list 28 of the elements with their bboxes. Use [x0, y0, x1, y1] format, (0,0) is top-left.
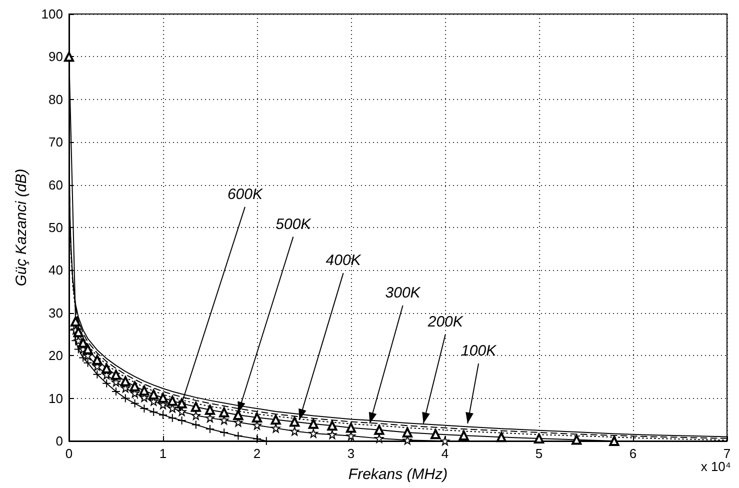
y-tick-label: 60 [48, 177, 63, 192]
y-axis-title: Güç Kazanci (dB) [13, 168, 30, 286]
x-tick-label: 5 [535, 446, 543, 461]
y-tick-label: 0 [56, 434, 63, 448]
y-tick-label: 80 [48, 92, 63, 107]
annotation: 600K [227, 186, 264, 203]
y-tick-label: 90 [48, 49, 63, 64]
y-tick-label: 50 [48, 220, 63, 235]
x-tick-label: 2 [253, 446, 261, 461]
x-tick-label: 7 [723, 446, 731, 461]
y-tick-label: 70 [48, 134, 63, 150]
annotation: 300K [385, 284, 422, 302]
x-tick-label: 3 [347, 446, 355, 461]
x-tick-label: 6 [629, 446, 637, 461]
x-tick-label: 0 [65, 446, 73, 461]
annotation: 500K [276, 216, 312, 233]
x-tick-label: 4 [441, 446, 449, 461]
y-tick-label: 30 [48, 305, 63, 320]
x-tick-label: 1 [159, 446, 167, 461]
x-axis-title: Frekans (MHz) [348, 466, 448, 483]
y-tick-label: 40 [48, 262, 63, 278]
text: x 10⁴ [700, 459, 731, 474]
y-tick-label: 100 [41, 6, 63, 22]
annotation: 100K [461, 342, 498, 360]
y-tick-label: 20 [48, 348, 63, 364]
y-tick-label: 10 [48, 390, 63, 406]
annotation: 200K [426, 313, 464, 330]
annotation: 400K [326, 252, 362, 270]
